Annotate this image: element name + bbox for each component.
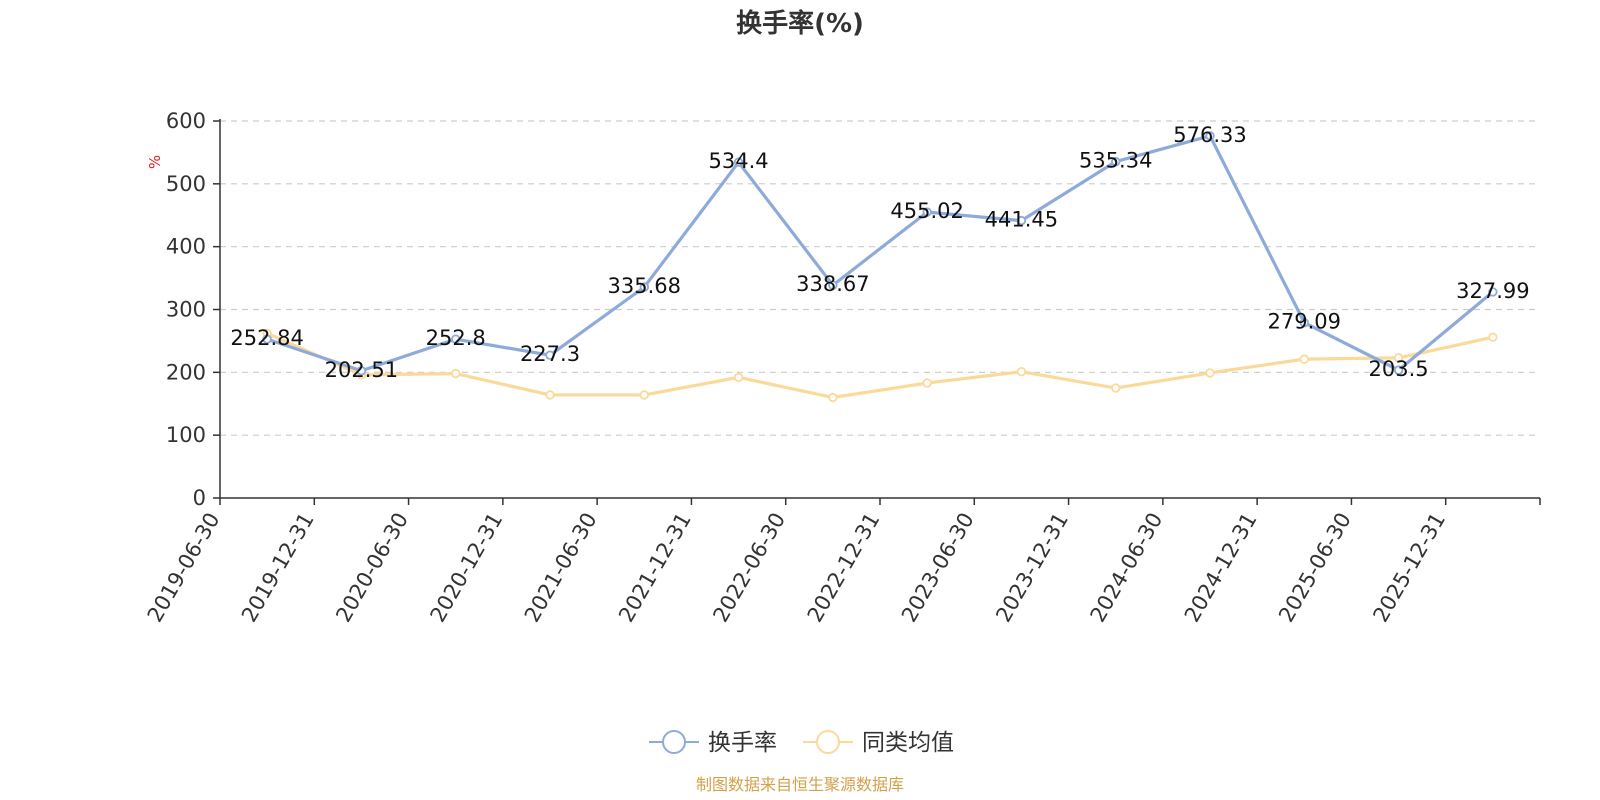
data-point xyxy=(1393,353,1404,363)
x-tick-label: 2023-06-30 xyxy=(897,509,979,627)
data-label: 252.84 xyxy=(230,326,303,350)
data-point xyxy=(922,207,932,217)
data-label: 455.02 xyxy=(890,199,963,223)
data-label: 576.33 xyxy=(1173,123,1246,147)
data-label: 279.09 xyxy=(1268,310,1341,334)
data-label: 203.5 xyxy=(1369,357,1429,381)
data-point xyxy=(1016,367,1027,377)
legend-item[interactable]: 同类均值 xyxy=(803,730,954,756)
data-point xyxy=(356,366,367,376)
data-point xyxy=(1299,317,1309,328)
y-tick-label: 500 xyxy=(166,172,206,196)
data-point xyxy=(1393,365,1404,375)
source-note: 制图数据来自恒生聚源数据库 xyxy=(696,775,904,794)
data-labels: 252.84 202.51 252.8 227.3 335.68 534.4 338.67 4… xyxy=(230,123,1529,382)
y-tick-label: 600 xyxy=(166,109,206,133)
data-point xyxy=(1205,131,1215,141)
data-point xyxy=(1299,354,1309,364)
y-tick-label: 300 xyxy=(166,298,206,322)
series-line xyxy=(266,134,1494,373)
data-label: 338.67 xyxy=(796,272,869,296)
data-point xyxy=(1111,383,1121,393)
x-tick-label: 2021-06-30 xyxy=(520,509,602,627)
data-point xyxy=(1205,368,1215,378)
x-tick-label: 2019-06-30 xyxy=(143,509,225,627)
legend-circle-marker xyxy=(816,730,840,754)
data-point xyxy=(922,378,932,388)
data-point xyxy=(1488,332,1498,342)
data-point xyxy=(1016,215,1027,226)
data-point xyxy=(828,280,838,290)
data-point xyxy=(733,372,744,383)
x-tick-label: 2020-06-30 xyxy=(331,509,413,627)
data-point xyxy=(545,350,555,360)
legend[interactable]: 换手率 同类均值 xyxy=(649,730,954,756)
x-tick-label: 2023-12-31 xyxy=(991,509,1073,627)
data-label: 335.68 xyxy=(608,274,681,298)
x-tick-label: 2019-12-31 xyxy=(237,509,319,627)
grid-lines xyxy=(220,120,1540,436)
x-tick-label: 2024-06-30 xyxy=(1086,509,1168,627)
data-point xyxy=(1488,287,1498,297)
x-tick-label: 2020-12-31 xyxy=(426,509,508,627)
y-tick-label: 200 xyxy=(166,360,206,384)
data-point xyxy=(828,392,838,403)
data-point xyxy=(451,334,461,344)
data-point xyxy=(733,157,744,167)
data-point xyxy=(1111,156,1121,167)
legend-circle-marker xyxy=(662,730,686,754)
legend-label: 同类均值 xyxy=(862,730,954,756)
x-tick-label: 2025-06-30 xyxy=(1274,509,1356,627)
data-label: 202.51 xyxy=(325,358,398,382)
x-tick-label: 2022-06-30 xyxy=(708,509,790,627)
x-tick-label: 2021-12-31 xyxy=(614,509,696,627)
data-label: 535.34 xyxy=(1079,149,1152,173)
y-tick-label: 100 xyxy=(166,423,206,447)
data-point xyxy=(545,390,555,400)
legend-item[interactable]: 换手率 xyxy=(649,730,777,756)
data-label: 327.99 xyxy=(1456,279,1529,303)
y-tick-label: 400 xyxy=(166,235,206,259)
series-line xyxy=(266,331,1494,400)
data-point xyxy=(262,334,272,344)
x-tick-label: 2022-12-31 xyxy=(803,509,885,627)
data-point xyxy=(451,368,461,379)
x-tick-label: 2024-12-31 xyxy=(1180,509,1262,627)
data-point xyxy=(639,282,649,292)
y-axis-unit-label: % xyxy=(146,155,164,169)
data-label: 534.4 xyxy=(709,149,769,173)
data-label: 252.8 xyxy=(426,326,486,350)
x-tick-label: 2025-12-31 xyxy=(1368,509,1450,627)
data-label: 227.3 xyxy=(520,342,580,366)
series-lines xyxy=(262,131,1498,403)
data-label: 441.45 xyxy=(985,208,1058,232)
legend-label: 换手率 xyxy=(708,730,777,756)
data-point xyxy=(639,390,649,400)
chart-title: 换手率(%) xyxy=(736,8,864,39)
y-tick-label: 0 xyxy=(193,486,206,510)
